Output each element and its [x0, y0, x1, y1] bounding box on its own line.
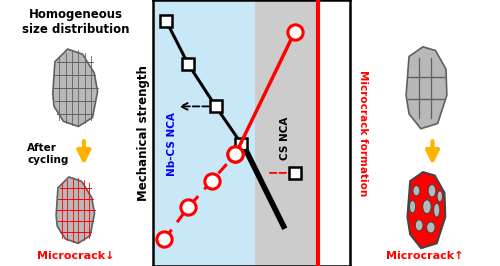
Text: Nb-CS NCA: Nb-CS NCA	[167, 112, 177, 176]
Ellipse shape	[437, 191, 442, 202]
Text: Heterogeneous
size distribution: Heterogeneous size distribution	[371, 8, 479, 36]
Text: Homogeneous
size distribution: Homogeneous size distribution	[22, 8, 130, 36]
Ellipse shape	[426, 222, 435, 233]
Bar	[152, 0, 255, 266]
Text: Microcrack formation: Microcrack formation	[358, 70, 368, 196]
Polygon shape	[53, 49, 98, 127]
Ellipse shape	[434, 203, 440, 217]
Ellipse shape	[415, 220, 423, 231]
Text: After
cycling: After cycling	[377, 143, 418, 165]
Ellipse shape	[410, 201, 416, 213]
Ellipse shape	[413, 186, 420, 196]
Polygon shape	[408, 172, 446, 248]
Y-axis label: Mechanical strength: Mechanical strength	[136, 65, 149, 201]
Text: Microcrack↓: Microcrack↓	[38, 251, 115, 261]
Ellipse shape	[422, 200, 431, 214]
Polygon shape	[56, 177, 94, 243]
Text: After
cycling: After cycling	[28, 143, 69, 165]
Ellipse shape	[428, 185, 436, 197]
Polygon shape	[406, 47, 447, 129]
Text: Microcrack↑: Microcrack↑	[386, 251, 464, 261]
Text: CS NCA: CS NCA	[280, 117, 290, 160]
Bar	[255, 0, 318, 266]
